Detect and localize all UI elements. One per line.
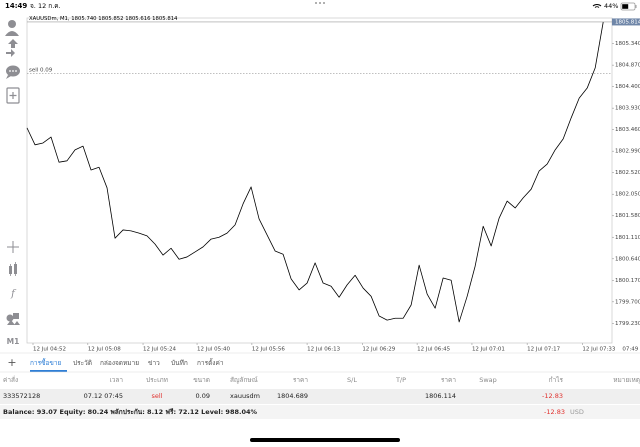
account-button[interactable] bbox=[5, 20, 19, 36]
tab-underline bbox=[30, 370, 67, 372]
y-tick-label: 1804.400 bbox=[615, 84, 640, 90]
timeframe-button[interactable]: M1 bbox=[7, 337, 20, 346]
positions-table: ค่าสั่ง เวลา ประเภท ขนาด สัญลักษณ์ ราคา S/L T/P… bbox=[3, 375, 640, 400]
cell-order: 333572128 bbox=[3, 392, 40, 400]
add-button[interactable]: + bbox=[7, 356, 16, 369]
column-header: หมายเหตุ bbox=[613, 376, 640, 384]
column-header: ค่าสั่ง bbox=[3, 375, 18, 384]
function-button[interactable]: f bbox=[10, 289, 17, 300]
y-tick-label: 1804.870 bbox=[615, 63, 640, 69]
x-tick-label: 12 Jul 07:01 bbox=[472, 347, 505, 353]
chart-frame bbox=[26, 17, 613, 344]
cell-volume: 0.09 bbox=[196, 392, 210, 400]
column-header: ประเภท bbox=[146, 376, 168, 384]
clock: 14:49 bbox=[5, 2, 27, 10]
x-tick-label: 12 Jul 06:29 bbox=[362, 347, 395, 353]
current-price: 1805.814 bbox=[615, 19, 640, 25]
y-tick-label: 1805.340 bbox=[615, 41, 640, 47]
tab[interactable]: การตั้งค่า bbox=[197, 358, 224, 367]
x-tick-label: 12 Jul 05:40 bbox=[197, 347, 230, 353]
order-label: sell 0.09 bbox=[29, 67, 53, 73]
tab[interactable]: บันทึก bbox=[171, 359, 188, 367]
x-tick-label: 12 Jul 07:17 bbox=[527, 347, 560, 353]
account-summary: Balance: 93.07 Equity: 80.24 พลักประกัน:… bbox=[3, 408, 258, 416]
objects-button[interactable] bbox=[6, 313, 21, 325]
y-tick-label: 1801.110 bbox=[615, 235, 640, 241]
column-header: กำไร bbox=[549, 376, 564, 384]
y-tick-label: 1803.930 bbox=[615, 106, 640, 112]
crosshair-button[interactable] bbox=[7, 241, 19, 253]
column-header: เวลา bbox=[109, 376, 123, 384]
cell-current-price: 1806.114 bbox=[425, 392, 456, 400]
cell-price: 1804.689 bbox=[277, 392, 308, 400]
tab[interactable]: กล่องจดหมาย bbox=[100, 359, 139, 367]
wifi-icon bbox=[592, 4, 602, 8]
currency: USD bbox=[570, 408, 584, 416]
column-header: T/P bbox=[395, 376, 406, 384]
cell-symbol: xauusdm bbox=[230, 392, 260, 400]
column-header: S/L bbox=[347, 376, 357, 384]
y-tick-label: 1802.050 bbox=[615, 192, 640, 198]
x-tick-label: 12 Jul 06:45 bbox=[417, 347, 450, 353]
cell-type: sell bbox=[152, 392, 163, 400]
x-tick-label: 12 Jul 07:33 bbox=[582, 347, 615, 353]
summary-background bbox=[0, 405, 640, 419]
cell-profit: -12.83 bbox=[542, 392, 563, 400]
chart-title: XAUUSDm, M1, 1805.740 1805.852 1805.616 … bbox=[29, 16, 178, 22]
column-header: ราคา bbox=[441, 376, 456, 384]
x-tick-label: 12 Jul 04:52 bbox=[33, 347, 66, 353]
multitask-dots bbox=[315, 2, 325, 4]
chat-button[interactable] bbox=[6, 65, 20, 80]
total-profit: -12.83 bbox=[544, 408, 565, 416]
battery-icon bbox=[620, 2, 637, 11]
date: จ. 12 ก.ค. bbox=[30, 2, 61, 10]
trade-button[interactable] bbox=[6, 39, 18, 57]
y-tick-label: 1802.990 bbox=[615, 149, 640, 155]
y-tick-label: 1800.170 bbox=[615, 278, 640, 284]
tab[interactable]: ข่าว bbox=[148, 359, 160, 367]
tab[interactable]: ประวัติ bbox=[73, 359, 92, 367]
tab-bar: การซื้อขาย ประวัติ กล่องจดหมาย ข่าว บันทึก กา… bbox=[30, 358, 224, 372]
left-toolbar: f M1 bbox=[5, 20, 20, 346]
y-tick-label: 1800.640 bbox=[615, 256, 640, 262]
y-tick-label: 1802.520 bbox=[615, 170, 640, 176]
tab[interactable]: การซื้อขาย bbox=[30, 358, 61, 367]
new-order-button[interactable] bbox=[6, 87, 20, 104]
y-tick-label: 1801.580 bbox=[615, 213, 640, 219]
y-tick-label: 1799.230 bbox=[615, 321, 640, 327]
column-header: Swap bbox=[479, 376, 497, 384]
y-tick-label: 1803.460 bbox=[615, 127, 640, 133]
x-tick-label: 12 Jul 05:24 bbox=[143, 347, 176, 353]
column-header: ขนาด bbox=[193, 376, 210, 384]
indicators-button[interactable] bbox=[9, 262, 17, 276]
price-label-box bbox=[612, 18, 640, 26]
row-background bbox=[0, 389, 640, 404]
cell-time: 07.12 07:45 bbox=[84, 392, 123, 400]
x-tick-label: 12 Jul 05:08 bbox=[88, 347, 121, 353]
column-header: สัญลักษณ์ bbox=[230, 376, 258, 384]
x-tick-label: 07:49 bbox=[622, 347, 638, 353]
price-line-series bbox=[26, 22, 604, 323]
x-tick-label: 12 Jul 06:13 bbox=[307, 347, 340, 353]
battery-percent: 44% bbox=[604, 2, 618, 10]
x-tick-label: 12 Jul 05:56 bbox=[252, 347, 285, 353]
home-indicator bbox=[250, 438, 400, 442]
column-header: ราคา bbox=[293, 376, 308, 384]
y-tick-label: 1799.700 bbox=[615, 299, 640, 305]
